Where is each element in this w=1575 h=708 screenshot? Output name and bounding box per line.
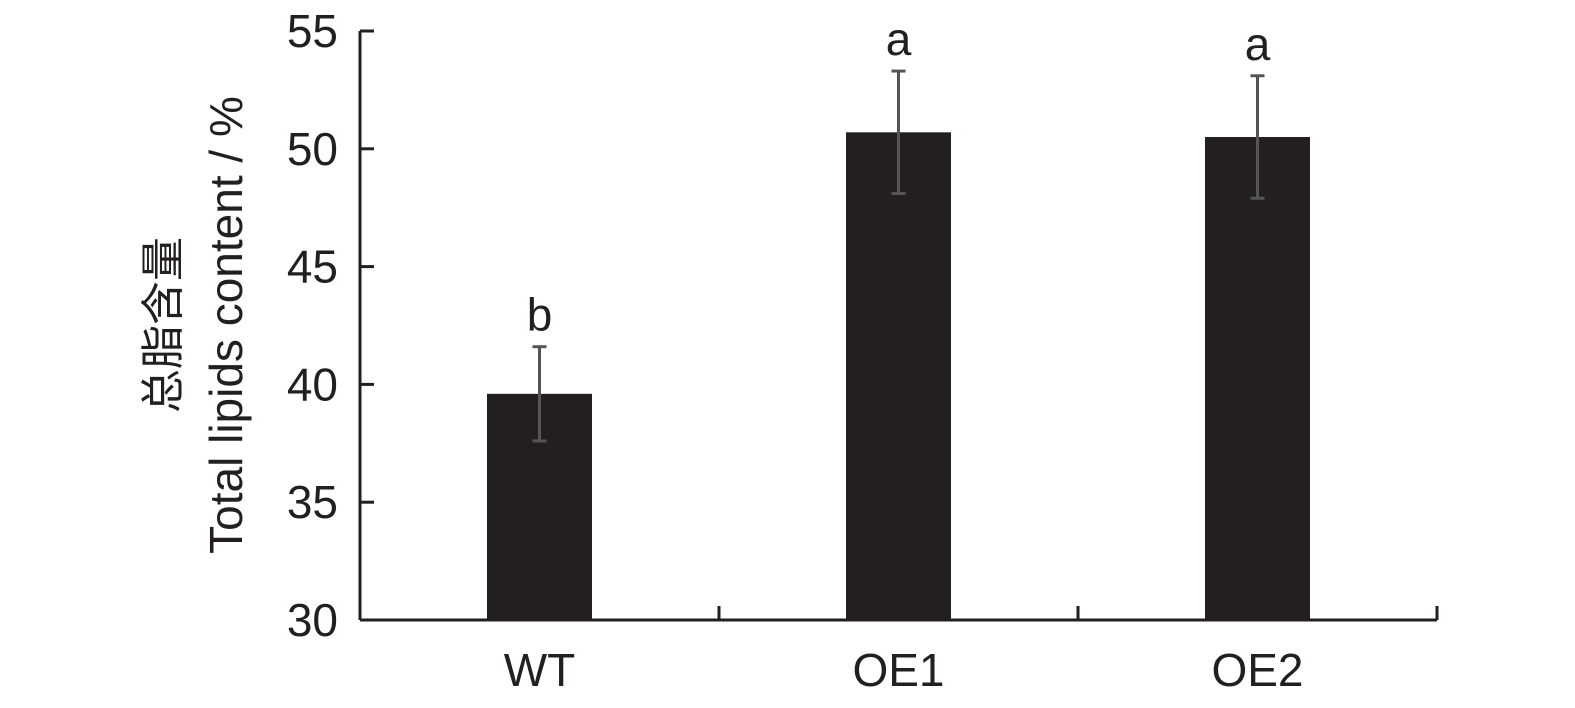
bar-oe1	[846, 132, 951, 621]
bars-layer	[487, 132, 1310, 621]
x-tick-label-oe2: OE2	[1211, 644, 1303, 696]
y-tick-label-45: 45	[287, 241, 338, 293]
y-axis-label: Total lipids content / %	[200, 96, 252, 554]
bar-oe2	[1205, 137, 1310, 620]
y-axis-label-chinese: 总脂含量	[138, 237, 189, 413]
error-bars-layer	[532, 69, 1265, 443]
labels-layer: b WT a OE1 a OE2 30 35 40 45 50 55	[287, 5, 1304, 696]
y-tick-label-55: 55	[287, 5, 338, 57]
y-tick-label-35: 35	[287, 476, 338, 528]
x-tick-label-oe1: OE1	[852, 644, 944, 696]
x-tick-label-wt: WT	[504, 644, 576, 696]
significance-label-wt: b	[527, 289, 553, 341]
y-tick-label-40: 40	[287, 358, 338, 410]
y-tick-label-30: 30	[287, 594, 338, 646]
significance-label-oe1: a	[886, 13, 912, 65]
y-tick-label-50: 50	[287, 123, 338, 175]
axes-layer	[358, 29, 1439, 622]
significance-label-oe2: a	[1245, 18, 1271, 70]
